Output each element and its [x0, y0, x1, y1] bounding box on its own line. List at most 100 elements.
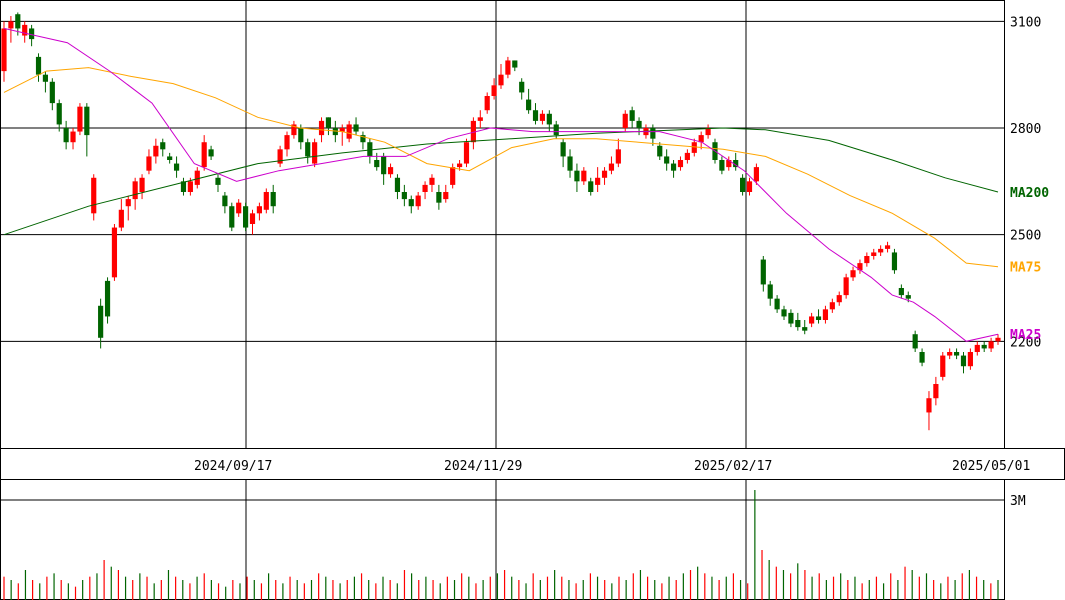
candle-body: [864, 256, 870, 264]
candle: [367, 138, 373, 164]
candle: [953, 348, 960, 360]
candle: [201, 135, 207, 171]
candle: [125, 195, 131, 221]
candle: [346, 120, 352, 143]
candle-body: [615, 149, 621, 164]
candle-body: [705, 128, 711, 136]
candle-body: [353, 124, 359, 132]
candle-body: [684, 152, 690, 160]
candle-body: [926, 398, 932, 413]
candle: [657, 142, 663, 160]
candle: [153, 138, 159, 164]
candle-body: [208, 149, 214, 157]
candle-body: [650, 128, 656, 139]
candle: [222, 192, 228, 214]
candle-body: [146, 156, 152, 171]
candle: [229, 202, 235, 232]
candle-body: [753, 167, 759, 182]
candle: [760, 256, 766, 292]
candle-body: [664, 156, 670, 164]
candle-body: [153, 145, 159, 157]
ma-label-ma25: MA25: [1010, 328, 1041, 343]
candle-body: [526, 99, 532, 111]
candle: [567, 149, 573, 178]
candle: [484, 92, 490, 114]
candle-body: [291, 124, 297, 136]
candle: [180, 177, 187, 196]
candle-body: [898, 288, 904, 296]
candle-body: [719, 160, 725, 171]
candle-body: [229, 206, 235, 228]
candle: [829, 298, 835, 313]
date-tick-label: 2024/11/29: [444, 459, 522, 474]
candle: [546, 110, 552, 132]
candle-body: [29, 28, 35, 40]
candle-body: [933, 384, 939, 399]
candle-body: [560, 142, 566, 157]
candle-body: [180, 181, 187, 192]
candle-body: [49, 81, 55, 104]
candle: [891, 248, 898, 274]
candle-body: [263, 192, 269, 210]
date-tick-label: 2024/09/17: [194, 459, 272, 474]
candle: [387, 163, 394, 178]
candle: [622, 110, 628, 132]
candle-body: [505, 60, 511, 75]
candle: [912, 330, 918, 352]
candle: [332, 120, 338, 143]
price-tick-label: 2200: [1010, 335, 1041, 350]
candle: [871, 248, 877, 260]
candle: [408, 195, 414, 214]
volume-plot-frame: [0, 479, 1005, 600]
candle-body: [339, 128, 345, 132]
candle-body: [871, 252, 877, 256]
candle: [926, 391, 932, 431]
candle-body: [677, 160, 684, 168]
date-tick-label: 2025/02/17: [694, 459, 772, 474]
candle-body: [1, 28, 7, 72]
candle: [539, 110, 546, 125]
volume-y-tick-labels: 3M: [1010, 494, 1026, 509]
candle: [415, 192, 421, 210]
candle-body: [519, 81, 525, 93]
candle-body: [422, 184, 428, 192]
candle: [263, 188, 269, 214]
candle: [118, 199, 124, 232]
candle-body: [567, 156, 573, 171]
candle: [795, 312, 801, 331]
candle-body: [574, 170, 580, 182]
candle: [684, 149, 690, 164]
candle: [208, 145, 214, 160]
candle-body: [374, 160, 380, 168]
ma-label-ma200: MA200: [1010, 186, 1049, 201]
candle-body: [670, 163, 677, 171]
candle-body: [581, 170, 587, 182]
moving-average-ma200: [3, 127, 999, 236]
candle: [160, 138, 166, 157]
candle: [670, 160, 677, 178]
candle-body: [98, 305, 104, 338]
candle: [305, 138, 311, 164]
candle-body: [988, 341, 994, 349]
candle-body: [829, 302, 835, 310]
candle: [698, 131, 704, 150]
candle-body: [360, 135, 366, 143]
candle-body: [802, 327, 808, 331]
candle: [215, 174, 221, 192]
candle: [325, 117, 332, 136]
candle: [588, 177, 594, 196]
candle: [1, 21, 7, 82]
candle-body: [70, 131, 76, 143]
candle-body: [415, 195, 421, 207]
candle: [35, 53, 42, 82]
candle-body: [401, 192, 407, 200]
candle-body: [491, 85, 497, 96]
candle: [463, 138, 470, 168]
price-tick-label: 3100: [1010, 15, 1041, 30]
candle-body: [167, 156, 173, 160]
candle-body: [387, 167, 394, 175]
candle: [947, 348, 953, 360]
candle: [381, 152, 387, 185]
candle: [42, 71, 49, 93]
candle: [91, 174, 97, 221]
